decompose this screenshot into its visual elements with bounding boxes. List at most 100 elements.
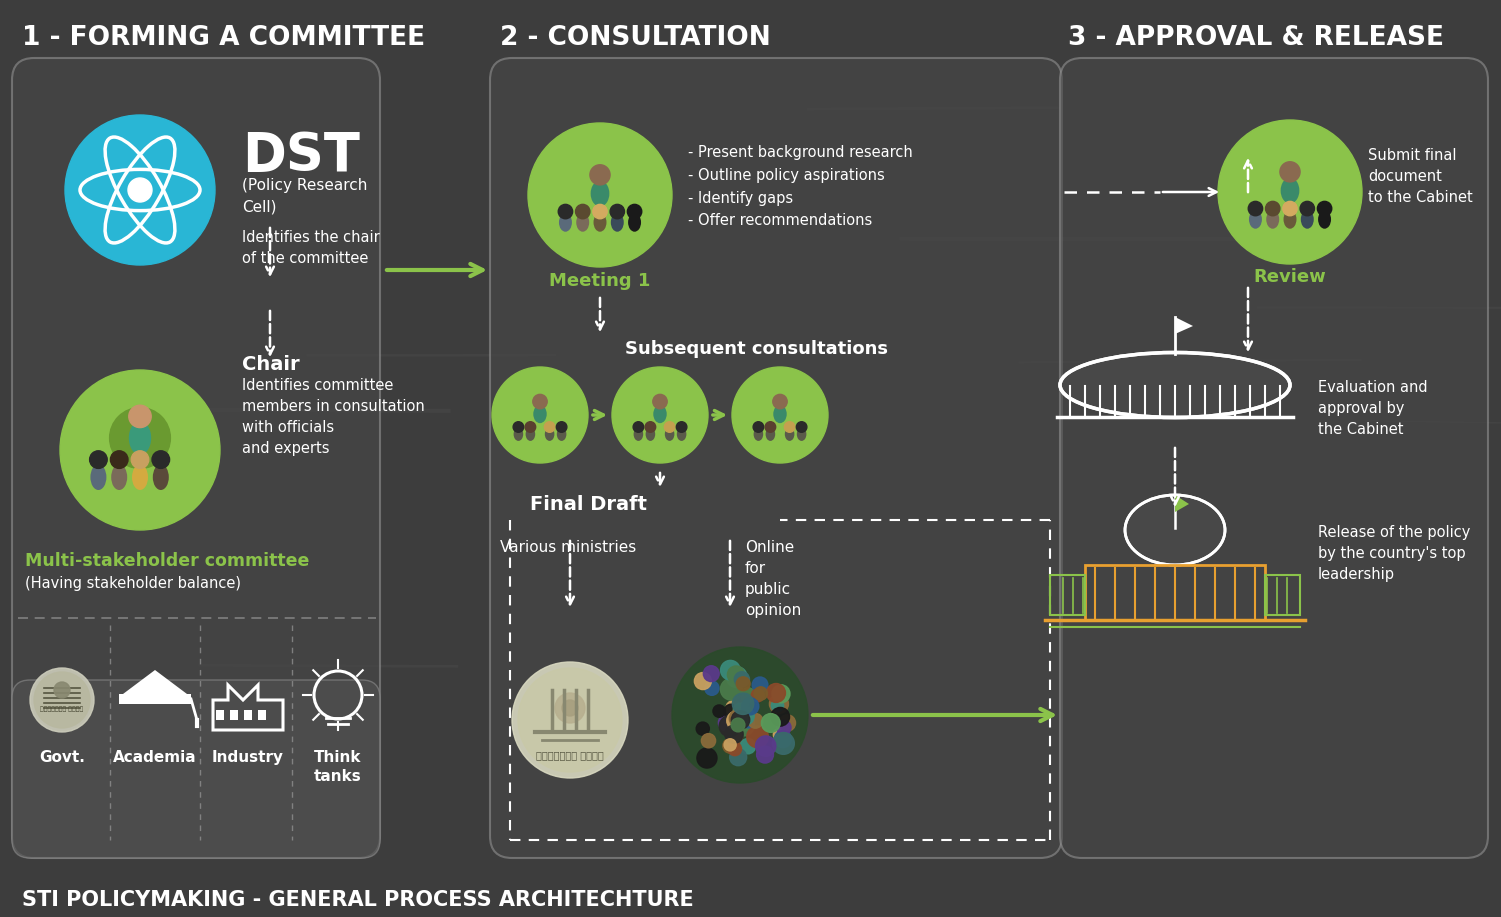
Circle shape: [1280, 161, 1300, 182]
FancyBboxPatch shape: [12, 680, 380, 858]
Bar: [230, 710, 239, 720]
Text: Evaluation and
approval by
the Cabinet: Evaluation and approval by the Cabinet: [1318, 380, 1427, 437]
Circle shape: [726, 701, 741, 716]
Circle shape: [129, 405, 152, 427]
Circle shape: [726, 702, 743, 717]
Text: Online
for
public
opinion: Online for public opinion: [744, 540, 802, 618]
Circle shape: [776, 720, 791, 735]
Circle shape: [757, 746, 773, 763]
Circle shape: [772, 707, 790, 726]
Circle shape: [728, 742, 741, 756]
Circle shape: [110, 407, 171, 469]
Circle shape: [785, 422, 796, 432]
Circle shape: [558, 204, 573, 219]
Circle shape: [797, 422, 808, 432]
Circle shape: [593, 204, 608, 219]
Polygon shape: [1175, 317, 1193, 334]
Circle shape: [695, 672, 711, 690]
Circle shape: [701, 734, 716, 748]
Circle shape: [35, 672, 90, 728]
Ellipse shape: [633, 427, 644, 441]
Circle shape: [734, 715, 754, 736]
Ellipse shape: [773, 405, 787, 423]
Circle shape: [30, 668, 95, 732]
Circle shape: [773, 733, 794, 755]
Ellipse shape: [1280, 178, 1300, 204]
Ellipse shape: [129, 421, 152, 455]
Circle shape: [775, 731, 791, 747]
Circle shape: [492, 367, 588, 463]
Circle shape: [555, 693, 585, 723]
Circle shape: [728, 666, 744, 683]
Ellipse shape: [653, 405, 666, 423]
Circle shape: [705, 681, 719, 695]
Text: Subsequent consultations: Subsequent consultations: [624, 340, 889, 358]
Circle shape: [111, 451, 128, 469]
Circle shape: [627, 204, 642, 219]
Circle shape: [723, 738, 738, 753]
Circle shape: [719, 715, 740, 736]
Ellipse shape: [754, 427, 763, 441]
Circle shape: [609, 204, 624, 219]
Bar: [245, 710, 252, 720]
Ellipse shape: [593, 213, 606, 232]
Ellipse shape: [785, 427, 794, 441]
Circle shape: [734, 703, 747, 717]
Circle shape: [128, 178, 152, 202]
Circle shape: [561, 700, 578, 716]
Text: Chair: Chair: [242, 355, 300, 374]
Bar: [258, 710, 266, 720]
Text: Industry: Industry: [212, 750, 284, 765]
Ellipse shape: [1301, 210, 1313, 228]
Circle shape: [704, 666, 719, 681]
Text: (Policy Research
Cell): (Policy Research Cell): [242, 178, 368, 214]
Circle shape: [545, 422, 555, 432]
Text: Release of the policy
by the country's top
leadership: Release of the policy by the country's t…: [1318, 525, 1471, 582]
Circle shape: [713, 705, 725, 717]
Circle shape: [720, 679, 741, 701]
Circle shape: [1249, 202, 1262, 215]
Text: Multi-stakeholder committee: Multi-stakeholder committee: [26, 552, 309, 570]
Circle shape: [1217, 120, 1361, 264]
Circle shape: [731, 713, 746, 729]
Circle shape: [779, 715, 796, 731]
Circle shape: [737, 715, 752, 731]
Circle shape: [723, 704, 738, 719]
Polygon shape: [123, 670, 188, 694]
Text: Meeting 1: Meeting 1: [549, 272, 651, 290]
Circle shape: [734, 671, 749, 687]
Ellipse shape: [545, 427, 554, 441]
Circle shape: [732, 693, 754, 714]
Ellipse shape: [153, 464, 168, 490]
Ellipse shape: [513, 427, 524, 441]
Circle shape: [513, 422, 524, 432]
Text: 1 - FORMING A COMMITTEE: 1 - FORMING A COMMITTEE: [23, 25, 425, 51]
Ellipse shape: [677, 427, 686, 441]
Circle shape: [696, 722, 710, 735]
Ellipse shape: [627, 213, 641, 232]
Circle shape: [612, 367, 708, 463]
Text: Submit final
document
to the Cabinet: Submit final document to the Cabinet: [1367, 148, 1472, 205]
Bar: [1265, 575, 1300, 615]
Circle shape: [754, 687, 767, 701]
Circle shape: [645, 422, 656, 432]
Circle shape: [752, 677, 769, 692]
Circle shape: [512, 662, 627, 778]
Circle shape: [755, 735, 776, 757]
Circle shape: [747, 713, 763, 728]
Circle shape: [735, 693, 755, 713]
Circle shape: [60, 370, 221, 530]
Circle shape: [767, 683, 785, 702]
Text: Identifies the chair
of the committee: Identifies the chair of the committee: [242, 230, 380, 266]
Circle shape: [728, 731, 743, 745]
Text: सत्यमेव जयते: सत्यमेव जयते: [536, 750, 603, 760]
Circle shape: [720, 660, 740, 680]
Circle shape: [696, 748, 717, 768]
Circle shape: [590, 165, 609, 185]
Circle shape: [1283, 202, 1297, 215]
Text: (Having stakeholder balance): (Having stakeholder balance): [26, 576, 242, 591]
Circle shape: [633, 422, 644, 432]
Circle shape: [665, 422, 675, 432]
Circle shape: [725, 741, 737, 753]
Circle shape: [731, 718, 744, 732]
